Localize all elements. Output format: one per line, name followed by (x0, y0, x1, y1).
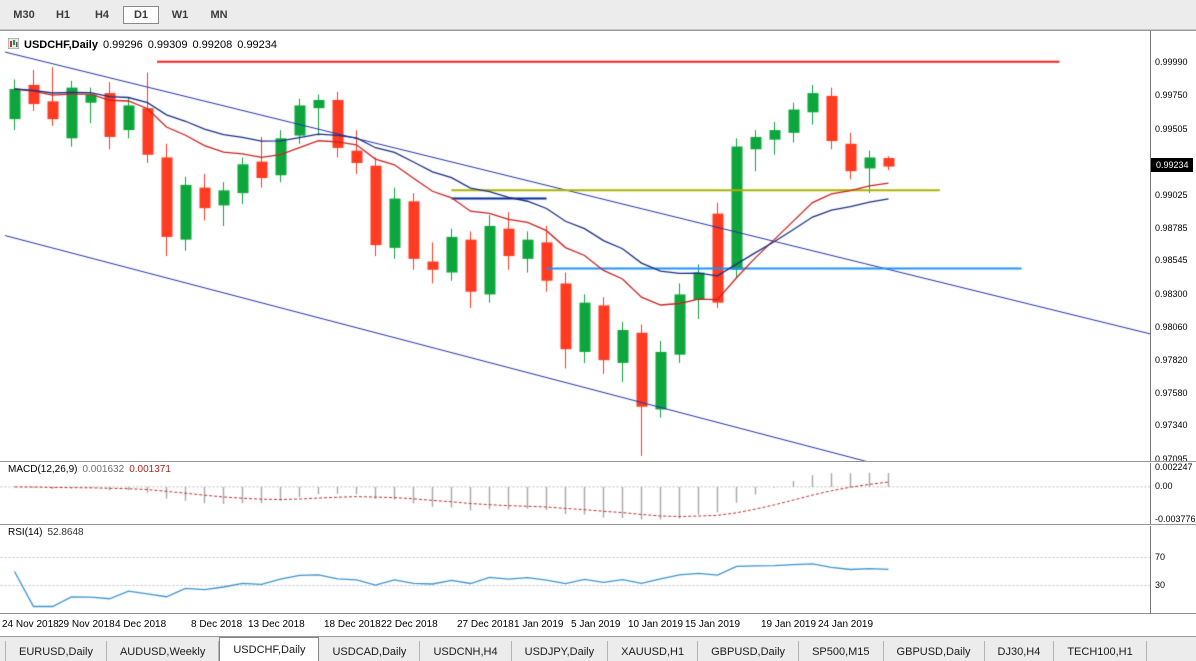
rsi-panel-divider[interactable] (0, 524, 1196, 525)
price-tick: 0.97340 (1155, 420, 1188, 431)
date-label: 8 Dec 2018 (191, 619, 243, 630)
chart-tab-usdcad-daily[interactable]: USDCAD,Daily (319, 641, 421, 661)
chart-tab-xauusd-h1[interactable]: XAUUSD,H1 (608, 641, 699, 661)
date-label: 10 Jan 2019 (628, 619, 684, 630)
chart-tab-eurusd-daily[interactable]: EURUSD,Daily (5, 641, 107, 661)
ohlc-high: 0.99309 (147, 39, 188, 51)
chart-window-icon (7, 37, 20, 52)
chart-tab-gbpusd-daily[interactable]: GBPUSD,Daily (698, 641, 800, 661)
timeframe-button-d1[interactable]: D1 (123, 5, 159, 24)
macd-panel-divider[interactable] (0, 461, 1196, 462)
price-tick: 0.99025 (1155, 189, 1188, 200)
date-label: 5 Jan 2019 (571, 619, 621, 630)
date-label: 24 Jan 2019 (818, 619, 874, 630)
date-label: 29 Nov 2018 (58, 619, 115, 630)
current-price-badge: 0.99234 (1151, 158, 1193, 173)
chart-region: USDCHF,Daily 0.99296 0.99309 0.99208 0.9… (0, 30, 1196, 613)
price-tick: 0.98300 (1155, 288, 1188, 299)
price-tick: 0.98545 (1155, 255, 1188, 266)
price-tick: 0.99750 (1155, 90, 1188, 101)
price-tick: 0.98060 (1155, 321, 1188, 332)
price-chart-canvas[interactable] (0, 31, 1150, 613)
rsi-value: 52.8648 (47, 527, 84, 538)
rsi-name: RSI(14) (8, 527, 43, 538)
macd-axis-value: -0.003776 (1155, 514, 1196, 524)
chart-tab-tech100-h1[interactable]: TECH100,H1 (1054, 641, 1147, 661)
timeframe-toolbar: M30 H1 H4 D1 W1 MN (0, 0, 1196, 30)
date-label: 24 Nov 2018 (2, 619, 59, 630)
chart-tab-usdjpy-daily[interactable]: USDJPY,Daily (512, 641, 609, 661)
chart-tabs: EURUSD,Daily AUDUSD,Weekly USDCHF,Daily USD… (0, 636, 1196, 661)
price-tick: 0.99990 (1155, 57, 1188, 68)
date-label: 1 Jan 2019 (514, 619, 564, 630)
timeframe-button-h1[interactable]: H1 (55, 8, 71, 21)
price-tick: 0.97820 (1155, 354, 1188, 365)
date-label: 15 Jan 2019 (685, 619, 741, 630)
date-label: 19 Jan 2019 (761, 619, 817, 630)
chart-tab-audusd-weekly[interactable]: AUDUSD,Weekly (107, 641, 220, 661)
ohlc-low: 0.99208 (192, 39, 233, 51)
chart-tab-usdchf-daily[interactable]: USDCHF,Daily (219, 637, 320, 661)
rsi-indicator-label: RSI(14) 52.8648 (8, 527, 84, 538)
date-label: 4 Dec 2018 (115, 619, 167, 630)
chart-title: USDCHF,Daily 0.99296 0.99309 0.99208 0.9… (7, 37, 278, 52)
chart-tab-sp500-m15[interactable]: SP500,M15 (799, 641, 884, 661)
date-label: 27 Dec 2018 (457, 619, 514, 630)
timeframe-button-h4[interactable]: H4 (94, 8, 110, 21)
ohlc-open: 0.99296 (102, 39, 143, 51)
chart-symbol-label: USDCHF,Daily (24, 39, 98, 51)
ohlc-close: 0.99234 (237, 39, 278, 51)
price-axis[interactable]: 0.99234 0.999900.997500.995050.992650.99… (1150, 31, 1196, 613)
timeframe-button-w1[interactable]: W1 (171, 8, 189, 21)
macd-indicator-label: MACD(12,26,9) 0.001632 0.001371 (8, 464, 171, 475)
date-label: 18 Dec 2018 (324, 619, 381, 630)
timeframe-button-mn[interactable]: MN (210, 8, 228, 21)
price-tick: 0.98785 (1155, 222, 1188, 233)
date-label: 13 Dec 2018 (248, 619, 305, 630)
chart-tab-dj30-h4[interactable]: DJ30,H4 (985, 641, 1055, 661)
chart-tab-usdcnh-h4[interactable]: USDCNH,H4 (420, 641, 512, 661)
date-axis[interactable]: 24 Nov 2018 29 Nov 2018 4 Dec 2018 8 Dec 20… (0, 613, 1196, 636)
rsi-level-value: 30 (1155, 580, 1166, 590)
timeframe-button-m30[interactable]: M30 (13, 8, 35, 21)
macd-axis-value: 0.002247 (1155, 462, 1193, 472)
macd-axis-value: 0.00 (1155, 481, 1173, 492)
macd-name: MACD(12,26,9) (8, 464, 78, 475)
price-tick: 0.99505 (1155, 123, 1188, 134)
macd-value-signal: 0.001371 (129, 464, 171, 475)
date-label: 22 Dec 2018 (381, 619, 438, 630)
price-tick: 0.97095 (1155, 453, 1188, 464)
macd-value-main: 0.001632 (82, 464, 125, 475)
chart-tab-gbpusd-daily[interactable]: GBPUSD,Daily (884, 641, 985, 661)
price-tick: 0.97580 (1155, 387, 1188, 398)
rsi-level-value: 70 (1155, 552, 1166, 562)
